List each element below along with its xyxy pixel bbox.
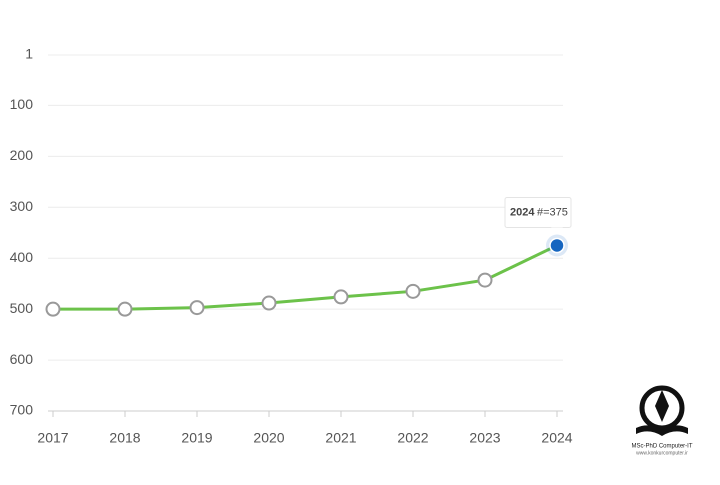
point: [261, 295, 277, 311]
y-tick-label: 400: [10, 249, 34, 265]
y-tick-label: 500: [10, 300, 34, 316]
tooltip-box: [504, 196, 572, 228]
logo-book: [636, 425, 688, 436]
tooltip: 2024 #=375: [504, 196, 572, 234]
logo-ring: [639, 385, 685, 431]
point: [405, 283, 421, 299]
tooltip-category: 2024: [510, 206, 535, 218]
y-tick-label: 300: [10, 198, 34, 214]
y-tick-label: 600: [10, 351, 34, 367]
point: [189, 300, 205, 316]
x-tick-label: 2020: [253, 430, 284, 446]
logo-title: MSc-PhD Computer-IT: [631, 444, 692, 450]
point: [333, 289, 349, 305]
x-tick-label: 2024: [541, 430, 572, 446]
point: [477, 272, 493, 288]
x-tick-label: 2021: [325, 430, 356, 446]
y-tick-label: 100: [10, 96, 34, 112]
x-tick-label: 2018: [109, 430, 140, 446]
x-tick-label: 2022: [397, 430, 428, 446]
logo-url: www.konkurcomputer.ir: [636, 450, 688, 456]
point: [117, 301, 133, 317]
tooltip-value: #=375: [537, 206, 568, 218]
y-tick-label: 1: [25, 46, 33, 62]
y-tick-label: 700: [10, 402, 34, 418]
series-line: [53, 244, 558, 311]
logo: MSc-PhD Computer-IT www.konkurcomputer.i…: [631, 385, 693, 456]
tooltip-pointer: [551, 227, 563, 234]
point: [45, 301, 61, 317]
x-tick-label: 2023: [469, 430, 500, 446]
y-tick-label: 200: [10, 147, 34, 163]
x-tick-label: 2017: [37, 430, 68, 446]
x-tick-label: 2019: [181, 430, 212, 446]
logo-nib: [655, 390, 669, 422]
point: [549, 237, 565, 254]
